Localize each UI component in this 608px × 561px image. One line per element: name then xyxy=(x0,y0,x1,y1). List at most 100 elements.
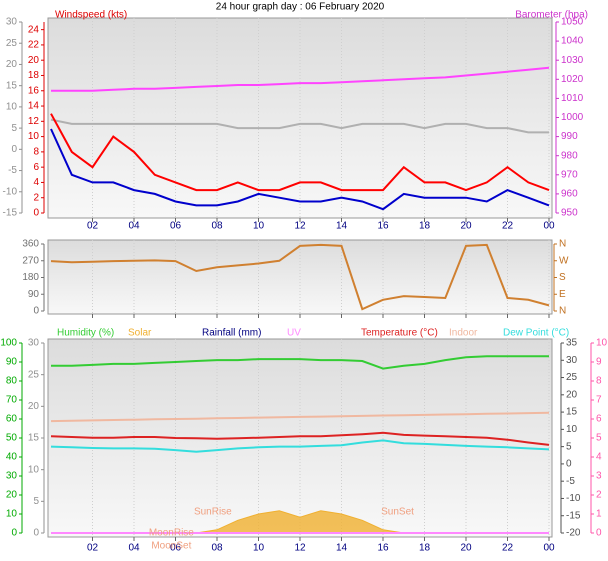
annotation: SunSet xyxy=(381,507,414,518)
y-tick-label: 8 xyxy=(33,147,39,158)
y-tick-label: 25 xyxy=(6,38,18,49)
y-tick-label: 25 xyxy=(566,372,578,383)
y-tick-label: 20 xyxy=(566,389,578,400)
y-tick-label: 2 xyxy=(596,490,602,501)
y-tick-label: 10 xyxy=(28,131,40,142)
y-tick-label: 960 xyxy=(561,189,578,200)
y-tick-label: 0 xyxy=(33,306,39,317)
y-tick-label: 970 xyxy=(561,169,578,180)
x-tick-label: 20 xyxy=(460,221,472,232)
y-tick-label: 80 xyxy=(6,376,18,387)
y-tick-label: 18 xyxy=(28,70,40,81)
y-tick-label: 1030 xyxy=(561,55,584,66)
series-line xyxy=(50,243,550,311)
y-tick-label: 0 xyxy=(11,144,17,155)
y-tick-label: 60 xyxy=(6,414,18,425)
y-tick-label: 30 xyxy=(6,471,18,482)
y-tick-label: 50 xyxy=(6,433,18,444)
y-tick-label: 30 xyxy=(28,338,40,349)
y-tick-label: 4 xyxy=(33,177,39,188)
y-tick-label: 5 xyxy=(566,441,572,452)
y-tick-label: 1040 xyxy=(561,36,584,47)
y-tick-label: 10 xyxy=(28,464,40,475)
x-tick-label: 08 xyxy=(211,543,223,554)
y-tick-label: 1010 xyxy=(561,93,584,104)
y-tick-label: 90 xyxy=(28,289,40,300)
y-tick-label: S xyxy=(559,272,566,283)
y-tick-label: 360 xyxy=(22,239,39,250)
y-tick-label: 30 xyxy=(566,355,578,366)
y-tick-label: -10 xyxy=(566,493,581,504)
y-tick-label: 16 xyxy=(28,85,40,96)
y-axis-label: Windspeed (kts) xyxy=(55,10,127,21)
y-tick-label: 4 xyxy=(596,452,602,463)
y-tick-label: -5 xyxy=(566,476,575,487)
y-tick-label: 100 xyxy=(0,338,17,349)
y-tick-label: 1000 xyxy=(561,112,584,123)
x-tick-label: 22 xyxy=(502,221,514,232)
y-tick-label: 15 xyxy=(566,407,578,418)
y-tick-label: 0 xyxy=(11,528,17,539)
x-tick-label: 18 xyxy=(419,221,431,232)
series-line xyxy=(50,113,550,192)
y-tick-label: 8 xyxy=(596,376,602,387)
x-tick-label: 06 xyxy=(170,221,182,232)
y-tick-label: 15 xyxy=(28,433,40,444)
x-tick-label: 20 xyxy=(460,543,472,554)
y-tick-label: 20 xyxy=(6,59,18,70)
y-tick-label: 20 xyxy=(28,55,40,66)
x-tick-label: 16 xyxy=(377,221,389,232)
legend-label: Solar xyxy=(128,328,152,339)
y-tick-label: 24 xyxy=(28,24,40,35)
chart-title: 24 hour graph day : 06 February 2020 xyxy=(216,2,385,13)
annotation: SunRise xyxy=(194,507,232,518)
y-tick-label: 25 xyxy=(28,369,40,380)
y-tick-label: 5 xyxy=(11,123,17,134)
y-tick-label: W xyxy=(559,255,569,266)
y-tick-label: 1050 xyxy=(561,17,584,28)
y-tick-label: 270 xyxy=(22,255,39,266)
y-tick-label: 70 xyxy=(6,395,18,406)
y-tick-label: N xyxy=(559,239,566,250)
y-tick-label: -10 xyxy=(3,186,18,197)
y-tick-label: 0 xyxy=(566,459,572,470)
y-tick-label: -15 xyxy=(566,510,581,521)
series-line xyxy=(50,439,550,453)
y-tick-label: 0 xyxy=(596,528,602,539)
y-tick-label: 950 xyxy=(561,208,578,219)
y-tick-label: 3 xyxy=(596,471,602,482)
y-tick-label: 5 xyxy=(33,496,39,507)
legend-label: Rainfall (mm) xyxy=(202,328,261,339)
y-tick-label: 2 xyxy=(33,192,39,203)
annotation: MoonSet xyxy=(151,541,191,552)
y-tick-label: 20 xyxy=(28,401,40,412)
x-tick-label: 16 xyxy=(377,543,389,554)
y-tick-label: 35 xyxy=(566,338,578,349)
x-tick-label: 08 xyxy=(211,221,223,232)
x-tick-label: 04 xyxy=(128,221,140,232)
y-tick-label: 990 xyxy=(561,131,578,142)
y2-axis-label: Barometer (hpa) xyxy=(515,10,588,21)
annotation: MoonRise xyxy=(149,528,194,539)
x-tick-label: 14 xyxy=(336,221,348,232)
x-tick-label: 06 xyxy=(170,543,182,554)
y-tick-label: 7 xyxy=(596,395,602,406)
y-tick-label: 10 xyxy=(6,509,18,520)
legend-label: Humidity (%) xyxy=(57,328,114,339)
y-tick-label: 9 xyxy=(596,357,602,368)
legend-label: Temperature (°C) xyxy=(361,328,438,339)
y-tick-label: 0 xyxy=(33,528,39,539)
series-line xyxy=(50,411,550,423)
y-tick-label: -20 xyxy=(566,528,581,539)
series-line xyxy=(50,128,550,211)
legend-label: UV xyxy=(287,328,301,339)
y-tick-label: 12 xyxy=(28,116,40,127)
x-tick-label: 12 xyxy=(294,221,306,232)
x-tick-label: 12 xyxy=(294,543,306,554)
y-tick-label: 180 xyxy=(22,272,39,283)
y-tick-label: 10 xyxy=(596,338,608,349)
x-tick-label: 18 xyxy=(419,543,431,554)
y-tick-label: E xyxy=(559,289,566,300)
y-tick-label: 20 xyxy=(6,490,18,501)
y-tick-label: -15 xyxy=(3,208,18,219)
